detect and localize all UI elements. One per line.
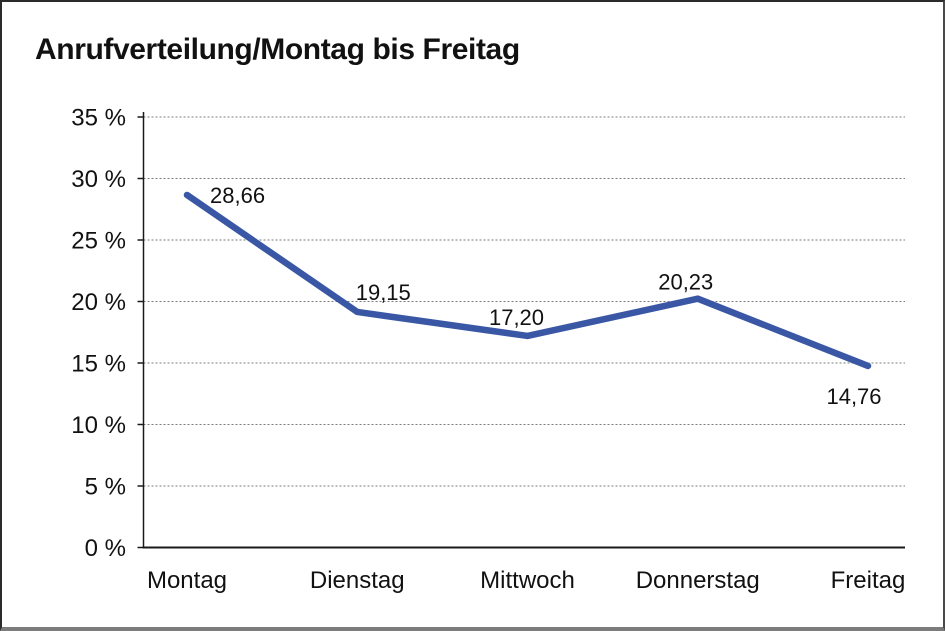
y-axis-tick-label: 20 % [71, 289, 126, 316]
y-axis-tick-label: 15 % [71, 351, 126, 378]
data-point-labels: 28,66 19,15 17,20 20,23 14,76 [210, 183, 882, 409]
data-series-line [183, 191, 872, 370]
data-point-label: 17,20 [489, 305, 544, 330]
gridlines [143, 116, 905, 487]
y-axis-tick-labels: 0 % 5 % 10 % 15 % 20 % 25 % 30 % 35 % [71, 105, 126, 563]
y-axis-tick-label: 35 % [71, 105, 126, 132]
y-axis-tick-label: 10 % [71, 412, 126, 439]
y-axis-tick-label: 30 % [71, 166, 126, 193]
chart-title: Anrufverteilung/Montag bis Freitag [35, 33, 520, 66]
y-axis-tick-label: 0 % [85, 535, 126, 562]
y-axis-tick-label: 5 % [85, 474, 126, 501]
axes [137, 112, 905, 549]
x-axis-label: Donnerstag [636, 567, 760, 594]
x-axis-label: Dienstag [310, 567, 405, 594]
data-point-label: 19,15 [356, 280, 411, 305]
x-axis-label: Montag [147, 567, 227, 594]
x-axis-label: Freitag [831, 567, 906, 594]
y-axis-tick-label: 25 % [71, 228, 126, 255]
x-axis-category-labels: Montag Dienstag Mittwoch Donnerstag Freitag [147, 567, 905, 594]
data-point-label: 20,23 [658, 270, 713, 295]
x-axis-label: Mittwoch [480, 567, 575, 594]
series-line [183, 191, 872, 370]
data-point-label: 28,66 [210, 183, 265, 208]
data-point-label: 14,76 [826, 384, 881, 409]
